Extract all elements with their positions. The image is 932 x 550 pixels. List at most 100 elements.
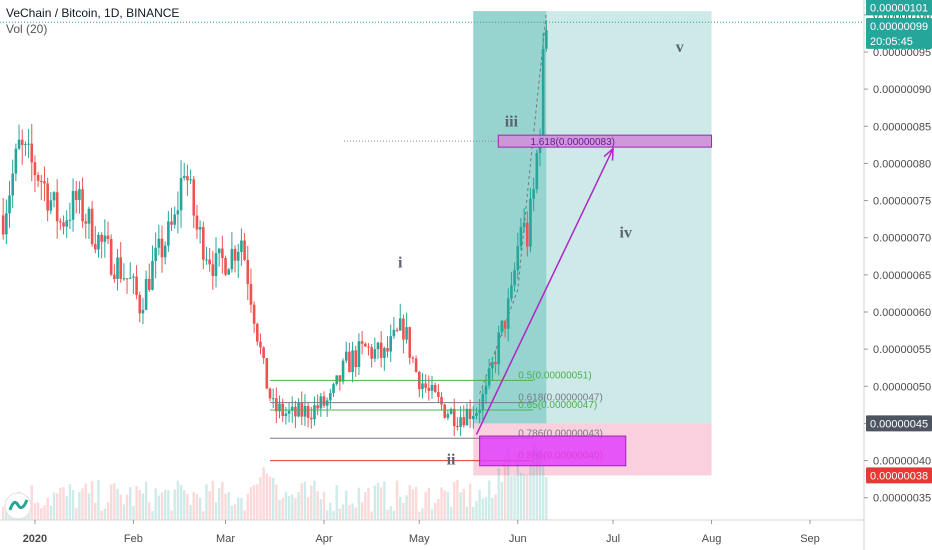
candle-body <box>27 143 30 145</box>
candle-body <box>113 274 116 279</box>
volume-bar <box>408 485 411 520</box>
volume-bar <box>475 500 478 520</box>
volume-bar <box>49 505 53 520</box>
candle-body <box>81 189 84 222</box>
volume-bar <box>125 494 129 520</box>
fib-level-label: 0.618(0.00000047) <box>518 393 603 404</box>
volume-bar <box>237 497 240 520</box>
volume-bar <box>503 456 507 520</box>
candle <box>414 355 418 373</box>
candle <box>357 333 361 376</box>
candle <box>208 247 211 272</box>
volume-bar <box>224 493 227 520</box>
candle <box>214 237 218 288</box>
symbol-title: VeChain / Bitcoin, 1D, BINANCE <box>6 6 180 20</box>
candle <box>14 143 18 182</box>
volume-bar <box>106 502 110 520</box>
candle <box>411 355 415 364</box>
candle <box>55 179 59 239</box>
candle-body <box>275 398 278 412</box>
candle-body <box>90 208 94 245</box>
candle <box>319 392 323 417</box>
candle-body <box>443 404 447 418</box>
candle <box>30 124 34 182</box>
volume-bar <box>437 499 440 520</box>
volume-bar <box>507 446 510 520</box>
candle-body <box>157 238 161 248</box>
volume-bar <box>262 467 265 520</box>
price-badge: 0.00000099 <box>866 18 932 34</box>
price-badge: 20:05:45 <box>866 32 932 49</box>
candle-body <box>535 153 539 190</box>
candle <box>103 219 107 258</box>
volume-bar <box>538 449 542 520</box>
candle-body <box>211 264 215 276</box>
candle-body <box>262 347 265 359</box>
volume-bar <box>259 477 262 520</box>
candle <box>233 245 237 273</box>
candle <box>33 155 37 193</box>
candle <box>163 241 167 265</box>
candle-body <box>14 148 18 174</box>
candle <box>427 375 431 401</box>
volume-bar <box>370 511 373 520</box>
time-tick-label: Apr <box>315 533 332 545</box>
candle <box>62 215 65 235</box>
volume-bar <box>319 499 323 520</box>
candle-body <box>513 270 516 286</box>
candle <box>147 263 151 292</box>
candle-body <box>379 342 383 358</box>
time-tick-label: Feb <box>124 533 143 545</box>
volume-bar <box>148 502 151 520</box>
volume-bar <box>345 490 348 520</box>
candle <box>294 400 297 428</box>
candle <box>192 175 196 229</box>
candle-body <box>33 162 37 176</box>
volume-bar <box>122 504 126 520</box>
wave-label: iii <box>505 113 519 130</box>
candle-body <box>341 360 345 382</box>
volume-bar <box>265 473 269 520</box>
candle-body <box>510 285 513 299</box>
candle-body <box>122 278 126 280</box>
candle <box>20 129 24 165</box>
candle-body <box>1 215 5 235</box>
tradingview-logo-icon <box>4 492 32 520</box>
volume-bar <box>65 496 68 520</box>
candle-body <box>383 348 386 358</box>
volume-bar <box>433 502 437 520</box>
candle <box>525 211 529 257</box>
candle <box>468 399 472 428</box>
volume-bar <box>456 480 459 520</box>
volume-bar <box>90 481 94 520</box>
candle <box>297 397 300 418</box>
candle <box>157 224 161 256</box>
candle-body <box>11 173 15 196</box>
candle-body <box>154 247 157 261</box>
candle <box>255 322 259 346</box>
candle <box>437 383 440 403</box>
candle-body <box>316 405 319 409</box>
candle-body <box>284 413 288 416</box>
candle <box>497 325 501 376</box>
candle <box>227 267 231 275</box>
candle <box>271 388 275 408</box>
wave-label: ii <box>447 451 456 468</box>
candle <box>402 314 405 354</box>
candle <box>170 207 173 231</box>
candle-body <box>255 323 259 342</box>
volume-bar <box>497 468 500 520</box>
candle-body <box>116 257 119 279</box>
candle <box>265 358 269 389</box>
volume-bar <box>316 491 319 520</box>
volume-bar <box>310 485 313 520</box>
candle-body <box>294 406 297 417</box>
volume-bar <box>284 491 288 520</box>
candle <box>513 262 516 292</box>
candle <box>329 388 332 409</box>
candle-body <box>49 200 53 211</box>
price-badge-text: 0.00000099 <box>870 21 928 33</box>
volume-bar <box>313 480 316 520</box>
candle <box>100 232 103 259</box>
